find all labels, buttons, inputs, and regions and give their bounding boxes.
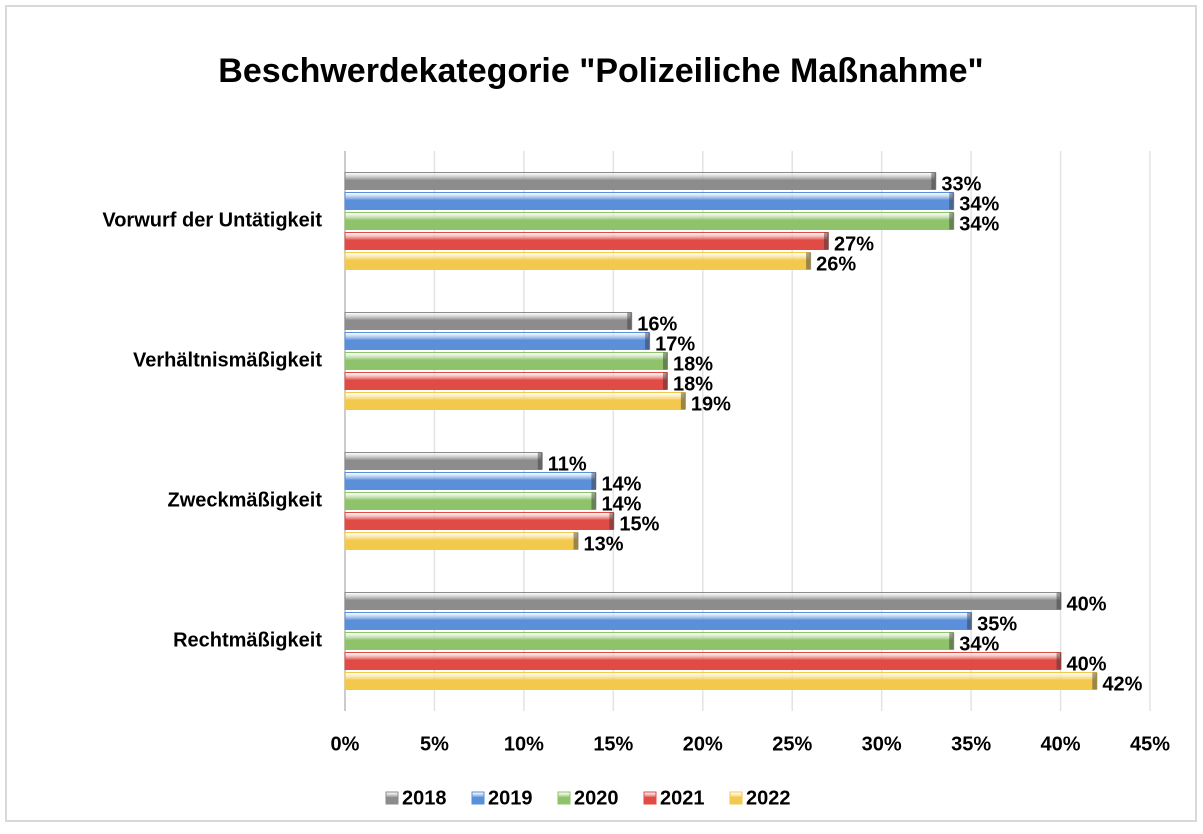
bar xyxy=(344,592,1062,610)
x-tick-label: 5% xyxy=(420,733,449,755)
data-label: 40% xyxy=(1067,653,1107,675)
bar-cap xyxy=(931,172,937,190)
y-tick-label: Zweckmäßigkeit xyxy=(167,489,322,511)
bar-cap xyxy=(949,192,955,210)
chart-border xyxy=(5,5,1197,822)
data-label: 14% xyxy=(601,493,641,515)
data-label: 11% xyxy=(548,453,587,475)
bar xyxy=(344,532,579,550)
bar xyxy=(344,612,972,630)
bar xyxy=(344,452,543,470)
y-tick-label: Verhältnismäßigkeit xyxy=(133,349,322,371)
data-label: 34% xyxy=(959,633,999,655)
data-label: 15% xyxy=(619,513,659,535)
bar xyxy=(344,512,614,530)
bar-cap xyxy=(949,632,955,650)
x-tick-label: 20% xyxy=(683,733,723,755)
bar xyxy=(344,652,1062,670)
data-label: 19% xyxy=(691,393,731,415)
bar xyxy=(344,192,954,210)
chart-title: Beschwerdekategorie "Polizeiliche Maßnah… xyxy=(218,52,983,90)
x-tick-label: 15% xyxy=(593,733,633,755)
bar-cap xyxy=(824,232,829,250)
bar xyxy=(344,352,668,370)
bar-cap xyxy=(591,472,597,490)
bar-cap xyxy=(663,352,668,370)
bar xyxy=(344,372,668,390)
bar-cap xyxy=(1092,672,1098,690)
bar xyxy=(344,172,936,190)
bar-cap xyxy=(967,612,973,630)
bar xyxy=(344,332,650,350)
bar-cap xyxy=(609,512,615,530)
data-label: 18% xyxy=(673,353,713,375)
bar-cap xyxy=(645,332,651,350)
x-tick-label: 45% xyxy=(1130,733,1170,755)
bar-cap xyxy=(537,452,543,470)
data-label: 33% xyxy=(941,173,981,195)
bar-cap xyxy=(627,312,633,330)
data-label: 14% xyxy=(601,473,641,495)
x-tick-label: 40% xyxy=(1041,733,1081,755)
bar xyxy=(344,212,954,230)
legend-label: 2020 xyxy=(574,787,619,809)
data-label: 27% xyxy=(834,233,874,255)
x-tick-label: 35% xyxy=(951,733,991,755)
bar xyxy=(344,392,686,410)
legend-swatch xyxy=(385,791,399,805)
legend-swatch xyxy=(471,791,485,805)
bar-cap xyxy=(806,252,812,270)
bar-cap xyxy=(680,392,686,410)
legend-swatch xyxy=(643,791,657,805)
bar-cap xyxy=(663,372,668,390)
bar-cap xyxy=(591,492,597,510)
bar xyxy=(344,312,632,330)
data-label: 42% xyxy=(1102,673,1142,695)
bar xyxy=(344,632,954,650)
data-label: 16% xyxy=(637,313,677,335)
bar xyxy=(344,252,811,270)
legend-swatch xyxy=(557,791,571,805)
data-label: 13% xyxy=(584,533,624,555)
data-label: 18% xyxy=(673,373,713,395)
x-tick-label: 30% xyxy=(862,733,902,755)
legend-label: 2022 xyxy=(746,787,791,809)
x-tick-label: 10% xyxy=(504,733,544,755)
data-label: 34% xyxy=(959,213,999,235)
data-label: 26% xyxy=(816,253,856,275)
legend-label: 2019 xyxy=(488,787,533,809)
bar xyxy=(344,232,829,250)
x-tick-label: 0% xyxy=(331,733,360,755)
data-label: 17% xyxy=(655,333,695,355)
bar xyxy=(344,492,596,510)
data-label: 34% xyxy=(959,193,999,215)
bar xyxy=(344,672,1097,690)
bar-cap xyxy=(949,212,955,230)
bar-cap xyxy=(1056,592,1062,610)
bar-cap xyxy=(573,532,579,550)
data-label: 35% xyxy=(977,613,1017,635)
y-tick-label: Rechtmäßigkeit xyxy=(173,629,322,651)
bar xyxy=(344,472,596,490)
legend-label: 2021 xyxy=(660,787,705,809)
data-label: 40% xyxy=(1067,593,1107,615)
x-tick-label: 25% xyxy=(772,733,812,755)
y-tick-label: Vorwurf der Untätigkeit xyxy=(102,209,322,231)
legend-swatch xyxy=(729,791,743,805)
legend-label: 2018 xyxy=(402,787,447,809)
bar-cap xyxy=(1056,652,1062,670)
